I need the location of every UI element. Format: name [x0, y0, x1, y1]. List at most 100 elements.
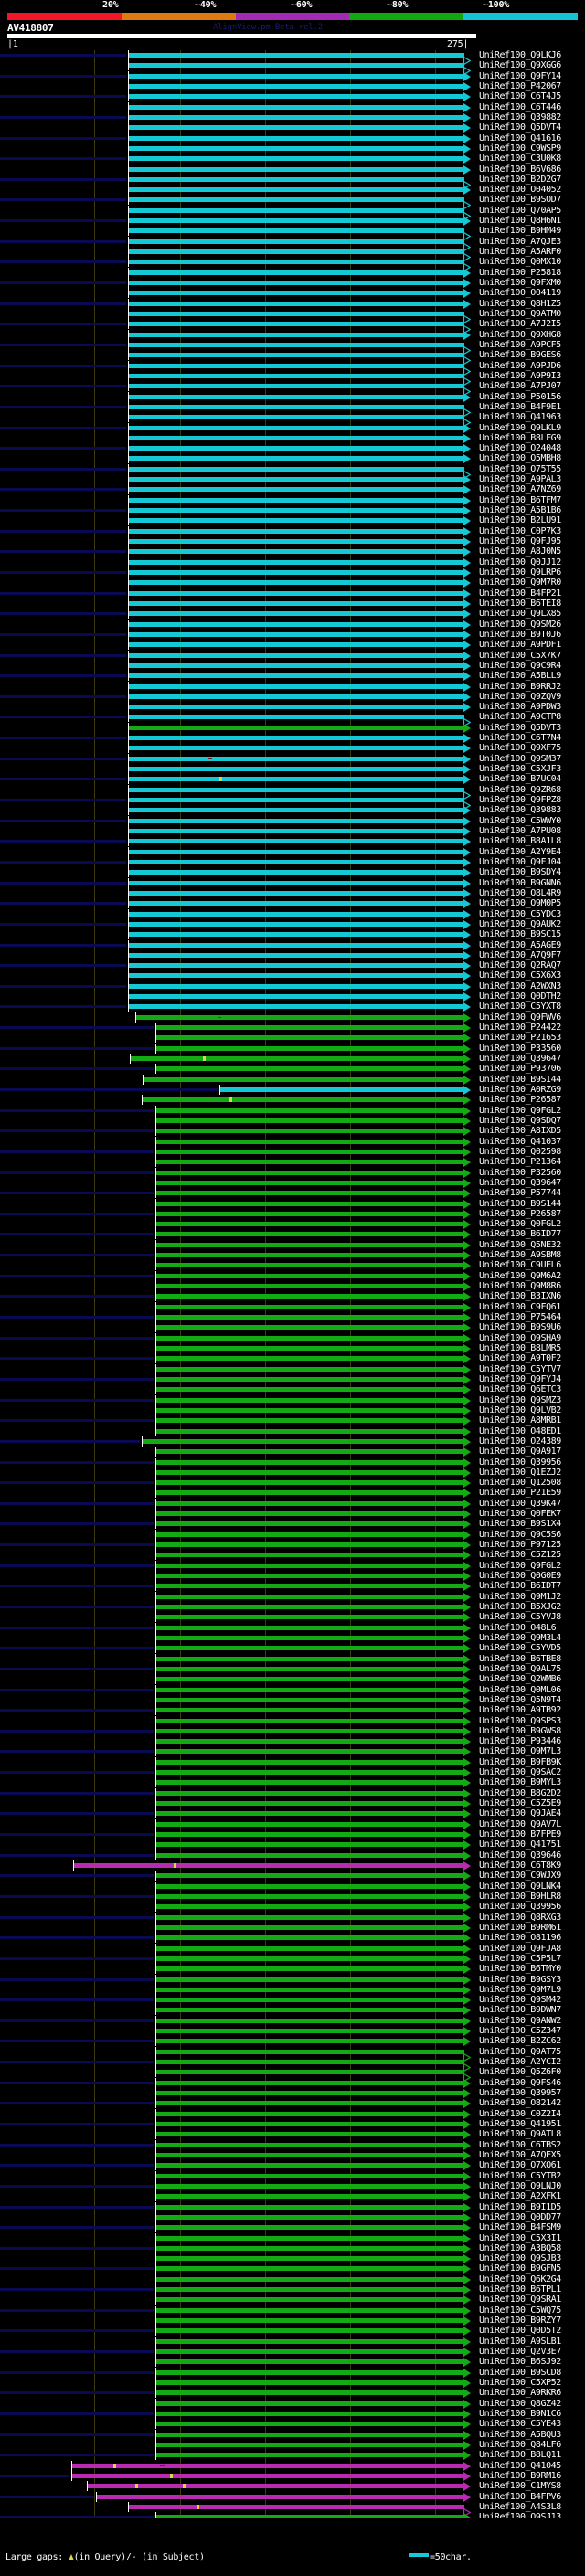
alignment-row[interactable]: UniRef100_Q39647 — [0, 1054, 585, 1065]
alignment-bar[interactable] — [129, 973, 464, 979]
alignment-row[interactable]: UniRef100_C5YTV7 — [0, 1363, 585, 1374]
alignment-bar[interactable] — [129, 342, 464, 347]
alignment-row[interactable]: UniRef100_Q0DD77 — [0, 2211, 585, 2222]
alignment-row[interactable]: UniRef100_A7Q9F7 — [0, 949, 585, 960]
alignment-bar[interactable] — [129, 994, 464, 1000]
sequence-id-label[interactable]: UniRef100_Q9XHG8 — [479, 329, 561, 340]
sequence-id-label[interactable]: UniRef100_A5BLL9 — [479, 671, 561, 682]
sequence-id-label[interactable]: UniRef100_Q39647 — [479, 1177, 561, 1188]
sequence-id-label[interactable]: UniRef100_Q9AV7L — [479, 1818, 561, 1829]
alignment-bar[interactable] — [156, 1428, 464, 1434]
alignment-row[interactable]: UniRef100_Q9FY14 — [0, 70, 585, 81]
alignment-bar[interactable] — [156, 1677, 464, 1682]
alignment-row[interactable]: UniRef100_B4FPV6 — [0, 2491, 585, 2502]
alignment-row[interactable]: UniRef100_P97125 — [0, 1540, 585, 1551]
sequence-id-label[interactable]: UniRef100_C9WSP9 — [479, 143, 561, 154]
alignment-row[interactable]: UniRef100_A7QJE3 — [0, 236, 585, 252]
alignment-bar[interactable] — [156, 2173, 464, 2178]
alignment-row[interactable]: UniRef100_C5YDC3 — [0, 908, 585, 919]
alignment-bar[interactable] — [156, 2152, 464, 2157]
sequence-id-label[interactable]: UniRef100_C1MYS8 — [479, 2481, 561, 2492]
alignment-bar[interactable] — [156, 1987, 464, 1992]
alignment-bar[interactable] — [156, 2060, 464, 2065]
sequence-id-label[interactable]: UniRef100_B8A1L8 — [479, 836, 561, 847]
sequence-id-label[interactable]: UniRef100_Q9C5S6 — [479, 1529, 561, 1540]
alignment-row[interactable]: UniRef100_Q9AUK2 — [0, 918, 585, 929]
sequence-id-label[interactable]: UniRef100_Q9A917 — [479, 1447, 561, 1458]
alignment-row[interactable]: UniRef100_B9GES6 — [0, 350, 585, 366]
sequence-id-label[interactable]: UniRef100_C9FQ61 — [479, 1301, 561, 1312]
alignment-bar[interactable] — [129, 477, 464, 482]
alignment-row[interactable]: UniRef100_Q8H1Z5 — [0, 298, 585, 309]
alignment-row[interactable]: UniRef100_A3BQ58 — [0, 2242, 585, 2253]
alignment-bar[interactable] — [97, 2494, 464, 2499]
alignment-bar[interactable] — [156, 1718, 464, 1723]
alignment-bar[interactable] — [136, 1014, 464, 1020]
sequence-id-label[interactable]: UniRef100_A5AGE9 — [479, 939, 561, 950]
alignment-row[interactable]: UniRef100_Q2WMB6 — [0, 1674, 585, 1685]
alignment-row[interactable]: UniRef100_P57744 — [0, 1188, 585, 1199]
alignment-bar[interactable] — [156, 1045, 464, 1051]
alignment-row[interactable]: UniRef100_Q8L4R9 — [0, 887, 585, 898]
alignment-bar[interactable] — [129, 260, 464, 265]
alignment-row[interactable]: UniRef100_Q9FWV6 — [0, 1012, 585, 1023]
alignment-row[interactable]: UniRef100_Q9LNJ0 — [0, 2180, 585, 2191]
sequence-id-label[interactable]: UniRef100_A7J2I5 — [479, 319, 561, 330]
sequence-id-label[interactable]: UniRef100_B9RZY7 — [479, 2316, 561, 2327]
alignment-bar[interactable] — [156, 1035, 464, 1041]
alignment-bar[interactable] — [156, 1459, 464, 1465]
alignment-row[interactable]: UniRef100_Q9ATM0 — [0, 309, 585, 324]
sequence-id-label[interactable]: UniRef100_A8MRB1 — [479, 1415, 561, 1426]
alignment-bar[interactable] — [156, 1366, 464, 1372]
sequence-id-label[interactable]: UniRef100_C0P7K3 — [479, 525, 561, 536]
alignment-row[interactable]: UniRef100_Q9LKL9 — [0, 422, 585, 433]
sequence-id-label[interactable]: UniRef100_Q9XF75 — [479, 743, 561, 754]
alignment-bar[interactable] — [129, 53, 464, 58]
sequence-id-label[interactable]: UniRef100_A9PDF1 — [479, 640, 561, 651]
sequence-id-label[interactable]: UniRef100_B9SCD8 — [479, 2367, 561, 2378]
sequence-id-label[interactable]: UniRef100_P97125 — [479, 1540, 561, 1551]
alignment-row[interactable]: UniRef100_O24048 — [0, 443, 585, 454]
alignment-bar[interactable] — [129, 125, 464, 131]
alignment-row[interactable]: UniRef100_B4FSM9 — [0, 2222, 585, 2233]
alignment-bar[interactable] — [156, 1924, 464, 1930]
sequence-id-label[interactable]: UniRef100_Q9AL75 — [479, 1663, 561, 1674]
alignment-bar[interactable] — [156, 1253, 464, 1258]
alignment-row[interactable]: UniRef100_B9GNN6 — [0, 877, 585, 888]
alignment-row[interactable]: UniRef100_C6TBS2 — [0, 2139, 585, 2150]
sequence-id-label[interactable]: UniRef100_C3U0K8 — [479, 154, 561, 164]
sequence-id-label[interactable]: UniRef100_A5ARF0 — [479, 247, 561, 258]
sequence-id-label[interactable]: UniRef100_Q9FPZ8 — [479, 795, 561, 806]
sequence-id-label[interactable]: UniRef100_Q8GZ42 — [479, 2398, 561, 2409]
alignment-bar[interactable] — [129, 508, 464, 514]
alignment-bar[interactable] — [156, 2132, 464, 2137]
alignment-bar[interactable] — [88, 2484, 464, 2489]
alignment-bar[interactable] — [74, 1863, 464, 1868]
alignment-bar[interactable] — [156, 1480, 464, 1486]
alignment-bar[interactable] — [129, 829, 464, 833]
alignment-row[interactable]: UniRef100_Q5NE32 — [0, 1239, 585, 1250]
alignment-row[interactable]: UniRef100_C0Z2I4 — [0, 2108, 585, 2119]
alignment-row[interactable]: UniRef100_Q9SMZ3 — [0, 1394, 585, 1405]
alignment-bar[interactable] — [129, 911, 464, 917]
alignment-row[interactable]: UniRef100_Q12508 — [0, 1478, 585, 1489]
sequence-id-label[interactable]: UniRef100_Q9ATL8 — [479, 2129, 561, 2140]
sequence-id-label[interactable]: UniRef100_A8J0N5 — [479, 546, 561, 557]
alignment-row[interactable]: UniRef100_Q7XQ61 — [0, 2160, 585, 2171]
sequence-id-label[interactable]: UniRef100_B9GWS8 — [479, 1725, 561, 1736]
alignment-bar[interactable] — [156, 2194, 464, 2200]
alignment-bar[interactable] — [129, 600, 464, 606]
sequence-id-label[interactable]: UniRef100_Q0FEK7 — [479, 1509, 561, 1520]
sequence-id-label[interactable]: UniRef100_Q5DVT4 — [479, 122, 561, 133]
alignment-bar[interactable] — [156, 1728, 464, 1733]
alignment-row[interactable]: UniRef100_Q9M6A2 — [0, 1270, 585, 1281]
alignment-row[interactable]: UniRef100_A2YCI2 — [0, 2057, 585, 2072]
alignment-row[interactable]: UniRef100_C5YVD5 — [0, 1643, 585, 1654]
sequence-id-label[interactable]: UniRef100_A9PAL3 — [479, 474, 561, 485]
alignment-bar[interactable] — [129, 652, 464, 658]
alignment-row[interactable]: UniRef100_Q5DVT3 — [0, 722, 585, 733]
alignment-row[interactable]: UniRef100_O04119 — [0, 288, 585, 299]
alignment-bar[interactable] — [156, 1904, 464, 1910]
sequence-id-label[interactable]: UniRef100_B2LU91 — [479, 515, 561, 526]
alignment-bar[interactable] — [156, 1490, 464, 1496]
